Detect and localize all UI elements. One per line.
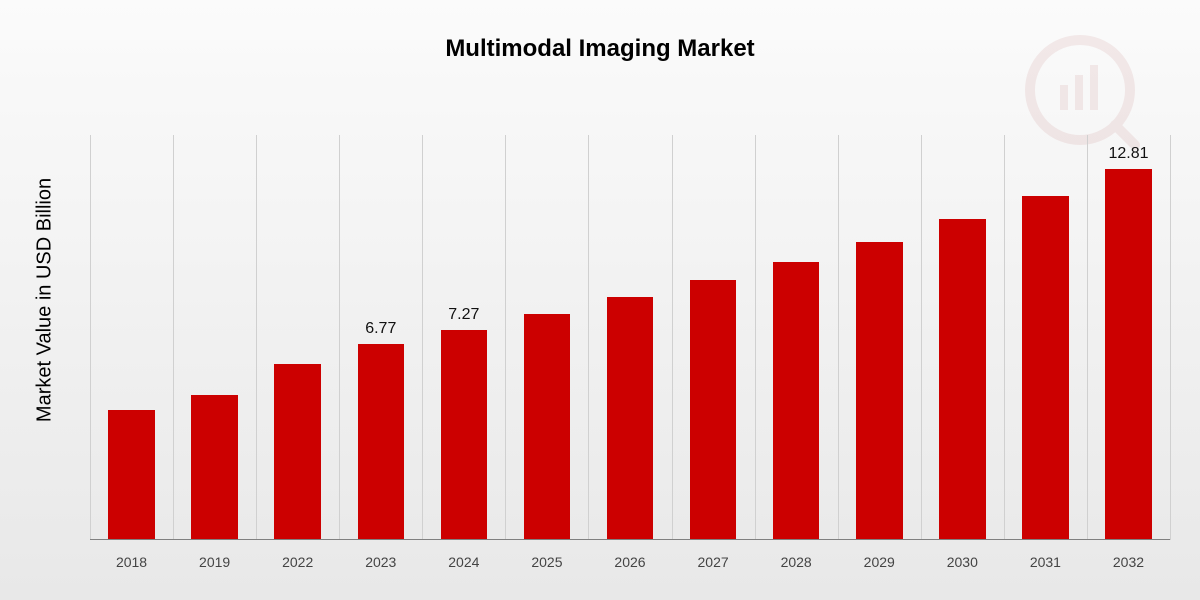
bar-slot — [173, 135, 256, 540]
x-axis-tick-label: 2019 — [173, 554, 256, 570]
bar-slot — [755, 135, 838, 540]
bar-slot — [1004, 135, 1087, 540]
bar — [607, 297, 654, 540]
x-axis-tick-label: 2028 — [755, 554, 838, 570]
bar — [773, 262, 820, 540]
x-axis-baseline — [90, 539, 1170, 540]
x-axis-tick-label: 2029 — [838, 554, 921, 570]
bar — [939, 219, 986, 540]
bars-container: 6.777.27 12.81 — [90, 135, 1170, 540]
bar-slot: 6.77 — [339, 135, 422, 540]
bar — [441, 330, 488, 540]
bar — [1105, 169, 1152, 540]
x-axis-tick-label: 2022 — [256, 554, 339, 570]
bar — [524, 314, 571, 540]
bar-slot — [256, 135, 339, 540]
bar-slot: 12.81 — [1087, 135, 1170, 540]
bar-slot — [921, 135, 1004, 540]
grid-separator — [1170, 135, 1171, 540]
x-axis-tick-label: 2030 — [921, 554, 1004, 570]
plot-area: 6.777.27 12.81 — [90, 135, 1170, 540]
bar — [191, 395, 238, 540]
x-axis-tick-label: 2018 — [90, 554, 173, 570]
x-axis-tick-label: 2023 — [339, 554, 422, 570]
bar — [358, 344, 405, 540]
bar — [108, 410, 155, 540]
x-axis-tick-label: 2024 — [422, 554, 505, 570]
bar-slot — [838, 135, 921, 540]
bar-value-label: 6.77 — [339, 320, 422, 338]
chart-title: Multimodal Imaging Market — [0, 35, 1200, 63]
bar-slot — [90, 135, 173, 540]
bar — [274, 364, 321, 540]
bar — [690, 280, 737, 540]
x-axis-tick-label: 2032 — [1087, 554, 1170, 570]
bar-slot — [588, 135, 671, 540]
y-axis-label: Market Value in USD Billion — [34, 178, 57, 422]
x-axis-tick-label: 2026 — [588, 554, 671, 570]
x-axis-labels: 2018201920222023202420252026202720282029… — [90, 554, 1170, 570]
bar-value-label: 7.27 — [422, 306, 505, 324]
x-axis-tick-label: 2027 — [672, 554, 755, 570]
x-axis-tick-label: 2025 — [505, 554, 588, 570]
bar-slot: 7.27 — [422, 135, 505, 540]
bar-slot — [505, 135, 588, 540]
bar — [1022, 196, 1069, 540]
x-axis-tick-label: 2031 — [1004, 554, 1087, 570]
bar — [856, 242, 903, 540]
bar-value-label: 12.81 — [1087, 145, 1170, 163]
bar-slot — [672, 135, 755, 540]
